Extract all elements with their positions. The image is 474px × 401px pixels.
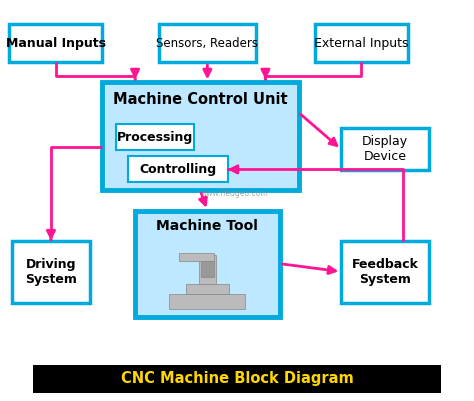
Text: Processing: Processing xyxy=(117,131,193,144)
FancyBboxPatch shape xyxy=(159,24,256,62)
Text: Manual Inputs: Manual Inputs xyxy=(6,36,106,50)
FancyBboxPatch shape xyxy=(9,24,102,62)
FancyBboxPatch shape xyxy=(179,253,214,261)
FancyBboxPatch shape xyxy=(341,128,429,170)
FancyBboxPatch shape xyxy=(201,261,214,277)
Text: Machine Tool: Machine Tool xyxy=(156,219,258,233)
Text: Machine Control Unit: Machine Control Unit xyxy=(113,92,288,107)
FancyBboxPatch shape xyxy=(199,255,216,284)
Text: Controlling: Controlling xyxy=(139,163,216,176)
Text: Display
Device: Display Device xyxy=(362,136,408,163)
FancyBboxPatch shape xyxy=(341,241,429,303)
FancyBboxPatch shape xyxy=(315,24,408,62)
Text: Sensors, Readers: Sensors, Readers xyxy=(156,36,258,50)
FancyBboxPatch shape xyxy=(128,156,228,182)
Text: Feedback
System: Feedback System xyxy=(352,258,419,286)
Text: CNC Machine Block Diagram: CNC Machine Block Diagram xyxy=(120,371,354,387)
FancyBboxPatch shape xyxy=(135,211,280,317)
FancyBboxPatch shape xyxy=(186,284,228,294)
FancyBboxPatch shape xyxy=(102,82,299,190)
FancyBboxPatch shape xyxy=(169,294,246,309)
FancyBboxPatch shape xyxy=(12,241,90,303)
Text: Driving
System: Driving System xyxy=(25,258,77,286)
Text: External Inputs: External Inputs xyxy=(314,36,409,50)
FancyBboxPatch shape xyxy=(116,124,194,150)
FancyBboxPatch shape xyxy=(33,365,441,393)
Text: www.fledged.com: www.fledged.com xyxy=(201,189,268,198)
